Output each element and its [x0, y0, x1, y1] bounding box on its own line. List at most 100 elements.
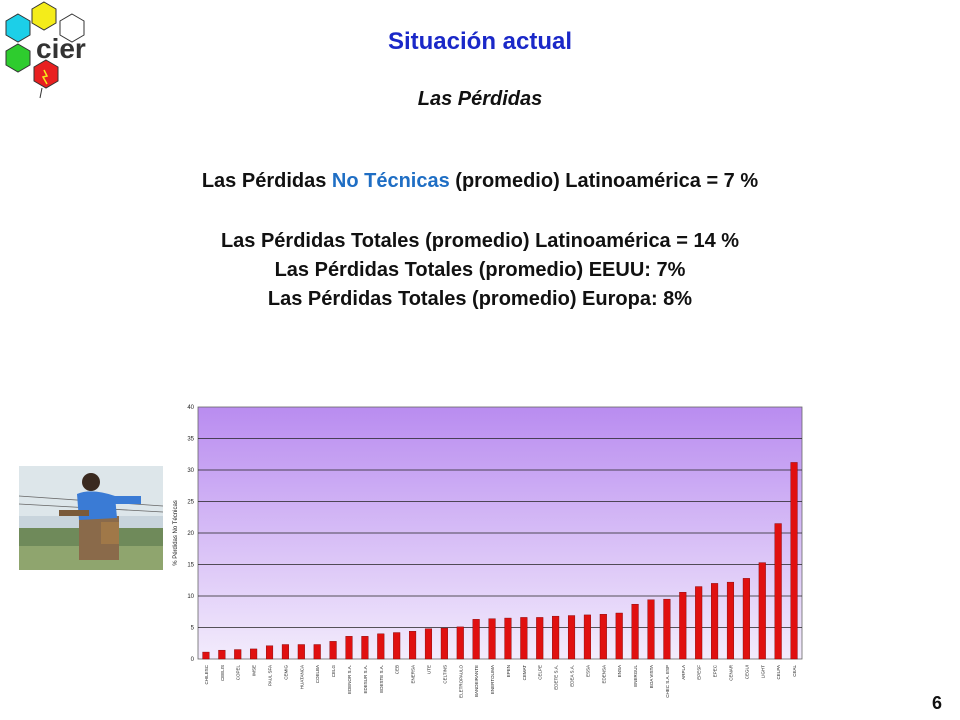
x-tick-label: ENERSA	[411, 665, 416, 684]
bar	[234, 649, 242, 660]
y-axis-ticks: 0 5 10 15 20 25 30 35 40	[187, 405, 194, 663]
bar	[377, 633, 385, 660]
bar	[504, 617, 512, 660]
bar	[695, 586, 703, 660]
x-tick-label: LIGHT	[760, 665, 765, 679]
bars	[202, 462, 798, 660]
x-tick-label: COPEL	[236, 665, 241, 681]
bar	[583, 614, 591, 660]
x-tick-label: COELBA	[315, 665, 320, 683]
bar	[536, 617, 544, 660]
bar	[393, 632, 401, 660]
bar	[631, 603, 639, 660]
bar	[440, 627, 448, 660]
y-tick-label: 20	[187, 531, 194, 537]
x-tick-label: CEMIG	[283, 665, 288, 680]
bar	[774, 523, 782, 660]
x-tick-label: CEMAT	[522, 665, 527, 681]
y-tick-label: 5	[191, 626, 195, 632]
bar	[615, 612, 623, 660]
x-tick-label: CEB	[395, 665, 400, 674]
x-tick-label: CELG	[331, 665, 336, 678]
logo-text: cier	[36, 33, 86, 64]
bar	[758, 562, 766, 660]
bar	[329, 641, 337, 660]
non-technical-losses-chart: 0 5 10 15 20 25 30 35 40 CHILESC CEELIS COPEL IMSE P…	[173, 405, 803, 698]
x-tick-label: EPESF	[697, 665, 702, 680]
bar	[790, 462, 798, 660]
bar	[297, 644, 305, 660]
bar	[313, 644, 321, 660]
x-tick-label: EDEA S.A.	[570, 665, 575, 687]
x-tick-label: CEELIS	[220, 665, 225, 681]
grid-lines	[198, 438, 802, 628]
bar	[742, 578, 750, 660]
bar	[488, 618, 496, 660]
page-subtitle: Las Pérdidas	[417, 88, 543, 110]
x-tick-label: CELPE	[538, 665, 543, 680]
x-tick-label: EDENOR S.A.	[347, 665, 352, 694]
worker-photo	[19, 466, 163, 570]
x-tick-label: CHILESC	[204, 664, 209, 684]
x-tick-label: IMSE	[252, 665, 257, 676]
statement-prefix: Las Pérdidas	[201, 170, 332, 192]
y-tick-label: 35	[187, 437, 194, 443]
bar	[726, 581, 735, 660]
x-tick-label: EPEC	[713, 664, 718, 677]
y-axis-label: % Pérdidas No Técnicas	[173, 500, 179, 566]
x-tick-label: ENERTOLIMA	[490, 665, 495, 694]
x-tick-label: HUATANCA	[299, 665, 304, 689]
bar	[520, 617, 528, 660]
x-tick-label: CEGUI	[744, 665, 749, 679]
bar	[456, 626, 464, 660]
x-axis-ticks: CHILESC CEELIS COPEL IMSE PAUL SFA CEMIG HUATA…	[204, 664, 797, 698]
bar	[250, 648, 258, 660]
bar	[218, 649, 226, 660]
x-tick-label: ESSA	[585, 665, 590, 677]
page-number: 6	[931, 693, 942, 713]
x-tick-label: CENAR	[728, 664, 733, 681]
x-tick-label: BANDEIRANTE	[474, 665, 479, 697]
bar	[409, 631, 417, 660]
bar	[424, 628, 433, 660]
bar	[345, 636, 353, 660]
bar	[202, 651, 210, 660]
bar	[552, 615, 560, 660]
y-tick-label: 40	[187, 405, 194, 411]
x-tick-label: EDESUR S.A.	[363, 665, 368, 694]
x-tick-label: BOA VISTA	[649, 665, 654, 688]
statement-suffix: (promedio) Latinoamérica = 7 %	[449, 170, 759, 192]
bar	[663, 598, 671, 660]
bar	[679, 592, 687, 660]
x-tick-label: CELPA	[776, 665, 781, 679]
x-tick-label: EDETE S.A.	[554, 665, 559, 690]
x-tick-label: CHEC S.A. ESP	[665, 665, 670, 698]
cier-logo: cier	[5, 1, 86, 99]
bar	[567, 615, 576, 660]
x-tick-label: ENERGUL	[633, 665, 638, 687]
x-tick-label: PAUL SFA	[268, 665, 273, 686]
x-tick-label: EPEN	[506, 665, 511, 677]
statement-total-europe: Las Pérdidas Totales (promedio) Europa: …	[267, 288, 693, 310]
y-tick-label: 15	[187, 563, 194, 569]
y-tick-label: 10	[187, 594, 194, 600]
x-tick-label: CEAL	[792, 665, 797, 677]
bar	[265, 645, 274, 660]
statement-non-technical-latam: Las Pérdidas No Técnicas (promedio) Lati…	[0, 170, 960, 193]
x-tick-label: CELTINS	[442, 665, 447, 684]
y-tick-label: 0	[191, 657, 195, 663]
x-tick-label: EDESTE S.A.	[379, 665, 384, 693]
statement-total-usa: Las Pérdidas Totales (promedio) EEUU: 7%	[274, 259, 686, 281]
bar	[647, 599, 655, 660]
x-tick-label: ARPLA	[681, 665, 686, 680]
x-tick-label: ELETROPAULO	[458, 665, 463, 698]
x-tick-label: ENSA	[617, 665, 622, 677]
bar	[472, 619, 480, 660]
x-tick-label: UTE	[426, 665, 431, 674]
bar	[711, 583, 719, 660]
y-tick-label: 30	[187, 468, 194, 474]
bar	[361, 636, 369, 660]
page-title: Situación actual	[387, 28, 573, 55]
bar	[599, 614, 607, 660]
bar	[281, 644, 289, 660]
